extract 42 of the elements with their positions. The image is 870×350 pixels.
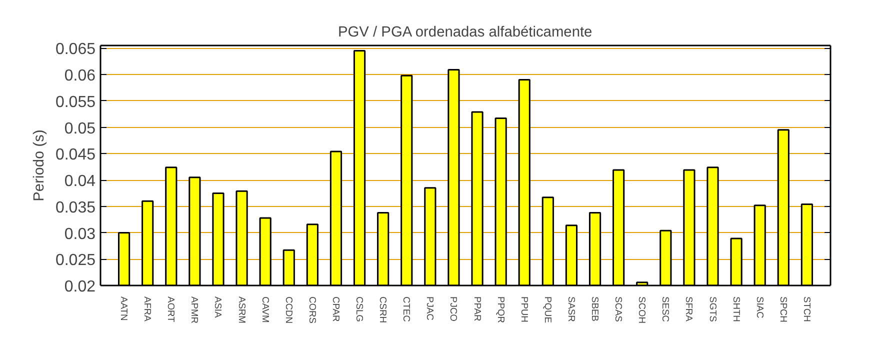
x-tick-label: SFRA	[684, 296, 694, 322]
y-tick-label: 0.05	[64, 120, 96, 138]
x-tick-label: CCDN	[284, 296, 294, 324]
x-tick-label: SCAS	[614, 296, 624, 322]
x-tick-label: CPAR	[330, 296, 341, 322]
y-tick-label: 0.02	[64, 278, 96, 296]
x-tick-label: ASIA	[213, 296, 224, 319]
y-tick-label: 0.03	[64, 226, 96, 243]
x-tick-label: SESC	[660, 296, 671, 322]
x-tick-label: AORT	[166, 296, 176, 323]
y-tick-label: 0.035	[55, 199, 96, 216]
x-tick-label: ASRM	[236, 296, 247, 324]
x-tick-label: SIAC	[754, 296, 765, 319]
x-tick-label: PQUE	[542, 296, 553, 323]
x-tick-label: PPUH	[519, 296, 530, 322]
chart-title: PGV / PGA ordenadas alfabéticamente	[338, 24, 592, 40]
y-tick-label: 0.065	[55, 41, 96, 58]
x-tick-label: PPAR	[472, 296, 482, 322]
y-tick-label: 0.025	[55, 252, 96, 270]
x-tick-label: CAVM	[260, 296, 270, 323]
x-tick-label: SASR	[566, 296, 576, 322]
x-tick-label: CTEC	[402, 296, 412, 322]
x-tick-label: CSRH	[378, 296, 388, 323]
y-tick-label: 0.06	[64, 68, 96, 85]
x-tick-label: SPCH	[778, 296, 788, 322]
x-tick-label: SGTS	[708, 296, 718, 322]
x-tick-label: CSLG	[354, 296, 365, 322]
x-tick-label: SBEB	[590, 296, 600, 322]
x-tick-label: PJCO	[448, 296, 459, 322]
x-tick-label: SHTH	[731, 296, 742, 322]
y-tick-label: 0.055	[55, 94, 96, 111]
x-tick-label: PPQR	[496, 296, 506, 324]
y-tick-label: 0.04	[64, 173, 96, 190]
y-axis-title: Periodo (s)	[31, 130, 48, 202]
x-tick-label: APMR	[190, 296, 200, 324]
x-tick-label: AFRA	[142, 296, 153, 322]
x-tick-label: AATN	[119, 296, 130, 321]
y-tick-label: 0.045	[55, 146, 96, 164]
x-tick-label: CORS	[307, 296, 318, 324]
x-tick-label: STCH	[802, 296, 812, 322]
x-tick-label: SCOH	[637, 296, 648, 324]
x-tick-label: PJAC	[425, 296, 436, 321]
